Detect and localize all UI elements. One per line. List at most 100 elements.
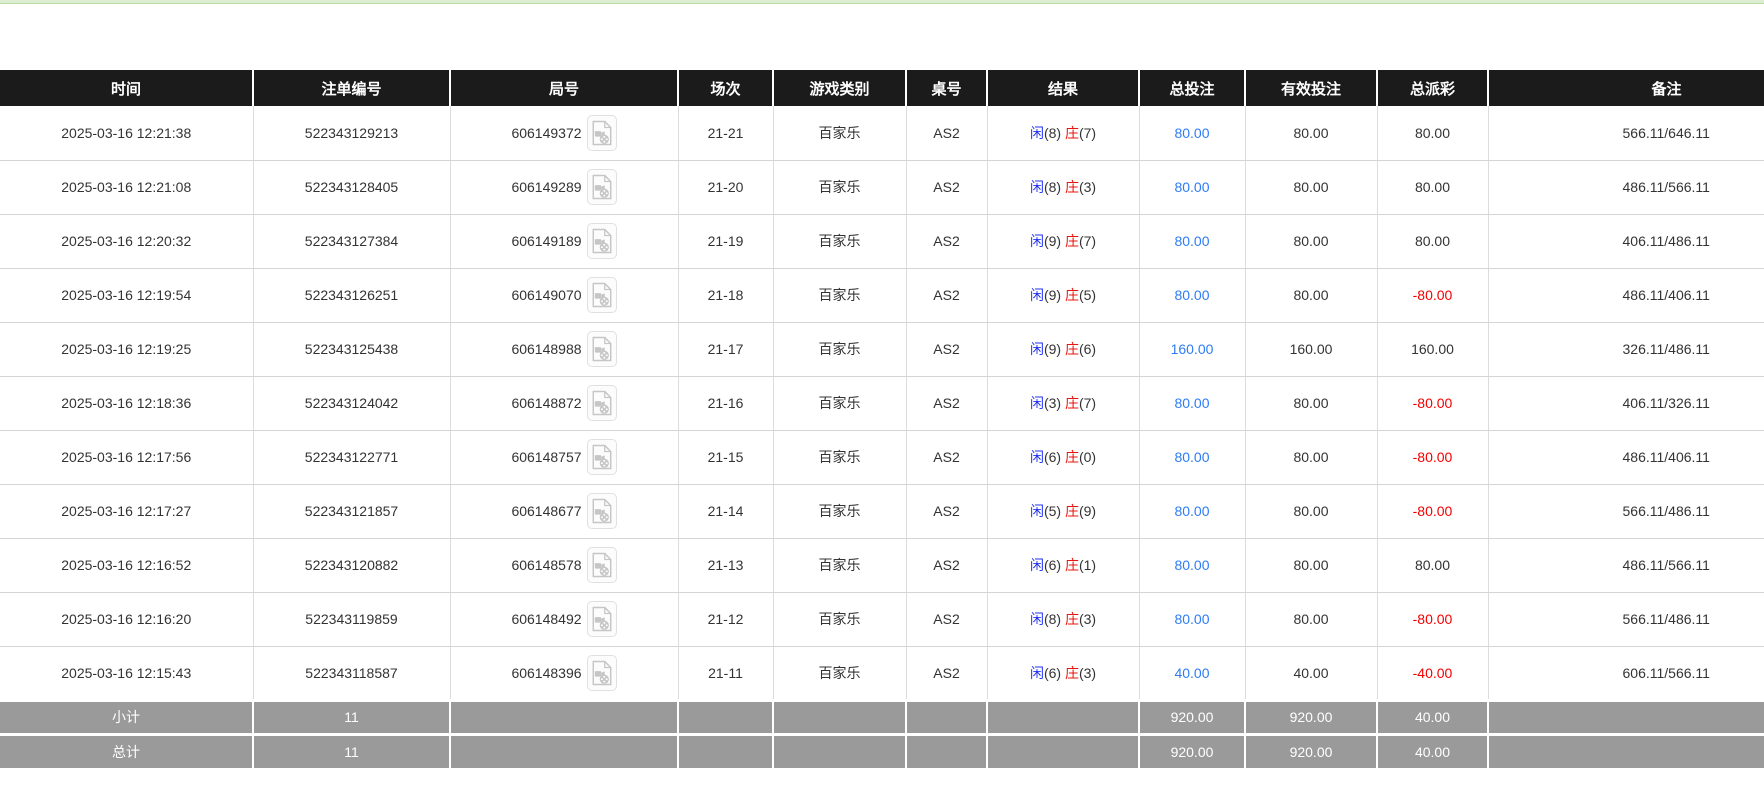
total-bet-cell: 80.00	[1138, 430, 1245, 485]
session-cell: 21-18	[677, 268, 773, 323]
result-player-label: 闲	[1029, 449, 1044, 465]
result-player-label: 闲	[1029, 503, 1044, 519]
bet-number-cell: 522343124042	[252, 376, 450, 431]
result-banker-points: (3)	[1078, 611, 1097, 627]
result-banker-label: 庄	[1064, 611, 1079, 627]
result-player-points: (6)	[1043, 449, 1065, 465]
payout-cell: -80.00	[1376, 268, 1488, 323]
grand-total-total-bet: 920.00	[1138, 732, 1245, 768]
valid-bet-cell: 80.00	[1244, 430, 1377, 485]
session-cell: 21-13	[677, 538, 773, 593]
remark-cell: 406.11/326.11	[1487, 376, 1764, 431]
video-replay-button[interactable]	[586, 547, 617, 583]
result-player-label: 闲	[1029, 664, 1044, 681]
round-number-text: 606149289	[511, 179, 582, 195]
session-cell: 21-16	[677, 376, 773, 431]
result-banker-label: 庄	[1064, 503, 1079, 519]
time-cell: 2025-03-16 12:16:52	[0, 538, 253, 593]
result-player-label: 闲	[1029, 611, 1044, 627]
result-player-points: (5)	[1043, 503, 1065, 519]
bet-number-cell: 522343128405	[252, 160, 450, 215]
col-header-total-bet: 总投注	[1138, 70, 1245, 106]
col-header-game-type: 游戏类别	[772, 70, 906, 106]
valid-bet-cell: 80.00	[1244, 484, 1377, 539]
result-banker-points: (5)	[1078, 287, 1097, 303]
payout-cell: -80.00	[1376, 484, 1488, 539]
video-replay-icon	[592, 552, 611, 578]
total-bet-cell: 80.00	[1138, 484, 1245, 539]
video-replay-icon	[592, 120, 611, 145]
game-type-cell: 百家乐	[772, 538, 906, 593]
round-number-cell: 606149070	[449, 268, 678, 323]
video-replay-button[interactable]	[586, 385, 617, 421]
video-replay-button[interactable]	[586, 114, 617, 151]
round-number-cell: 606148677	[449, 484, 678, 539]
result-player-points: (9)	[1043, 287, 1065, 303]
game-type-cell: 百家乐	[772, 106, 906, 161]
video-replay-icon	[592, 174, 611, 200]
bet-number-cell: 522343127384	[252, 214, 450, 269]
round-number-text: 606148578	[511, 557, 582, 573]
payout-cell: 80.00	[1376, 160, 1488, 215]
result-banker-points: (9)	[1078, 503, 1097, 519]
total-bet-cell: 80.00	[1138, 376, 1245, 431]
result-banker-label: 庄	[1064, 557, 1079, 573]
result-cell: 闲(6) 庄(0)	[986, 430, 1139, 485]
round-number-wrap: 606148872	[511, 385, 617, 421]
remark-cell: 486.11/406.11	[1487, 268, 1764, 323]
result-banker-points: (7)	[1078, 395, 1097, 411]
table-body: 2025-03-16 12:21:38 522343129213 606149372…	[0, 106, 1764, 701]
session-cell: 21-21	[677, 106, 773, 161]
game-type-cell: 百家乐	[772, 214, 906, 269]
game-type-cell: 百家乐	[772, 160, 906, 215]
bet-number-cell: 522343129213	[252, 106, 450, 161]
video-replay-button[interactable]	[586, 277, 617, 313]
subtotal-payout: 40.00	[1376, 698, 1488, 734]
video-replay-button[interactable]	[586, 169, 617, 205]
round-number-cell: 606148757	[449, 430, 678, 485]
table-row: 2025-03-16 12:21:08 522343128405 606149289…	[0, 160, 1764, 215]
total-bet-cell: 80.00	[1138, 106, 1245, 161]
video-replay-button[interactable]	[586, 439, 617, 475]
round-number-cell: 606149189	[449, 214, 678, 269]
result-banker-points: (3)	[1078, 179, 1097, 195]
time-cell: 2025-03-16 12:19:25	[0, 322, 253, 377]
table-header-row: 时间 注单编号 局号 场次 游戏类别 桌号 结果 总投注 有效投注 总派彩 备注	[0, 70, 1764, 106]
result-banker-points: (1)	[1078, 557, 1097, 573]
video-replay-button[interactable]	[586, 493, 617, 529]
col-header-bet-number: 注单编号	[252, 70, 450, 106]
round-number-wrap: 606148492	[511, 601, 617, 637]
col-header-time: 时间	[0, 70, 253, 106]
video-replay-button[interactable]	[586, 331, 617, 367]
result-player-points: (3)	[1043, 395, 1065, 411]
video-replay-button[interactable]	[586, 223, 617, 259]
round-number-cell: 606149289	[449, 160, 678, 215]
game-type-cell: 百家乐	[772, 646, 906, 701]
result-player-points: (8)	[1043, 124, 1065, 141]
round-number-wrap: 606149372	[511, 114, 617, 151]
table-row: 2025-03-16 12:21:38 522343129213 606149372…	[0, 106, 1764, 161]
col-header-round: 局号	[449, 70, 678, 106]
bet-number-cell: 522343126251	[252, 268, 450, 323]
table-number-cell: AS2	[905, 376, 987, 431]
table-row: 2025-03-16 12:16:20 522343119859 606148492…	[0, 592, 1764, 647]
video-replay-button[interactable]	[586, 601, 617, 637]
result-banker-label: 庄	[1064, 179, 1079, 195]
result-cell: 闲(9) 庄(6)	[986, 322, 1139, 377]
round-number-text: 606148677	[511, 503, 582, 519]
result-cell: 闲(3) 庄(7)	[986, 376, 1139, 431]
valid-bet-cell: 80.00	[1244, 538, 1377, 593]
game-type-cell: 百家乐	[772, 376, 906, 431]
subtotal-valid-bet: 920.00	[1244, 698, 1377, 734]
session-cell: 21-19	[677, 214, 773, 269]
result-cell: 闲(8) 庄(3)	[986, 592, 1139, 647]
round-number-text: 606148988	[511, 341, 582, 357]
round-number-text: 606148872	[511, 395, 582, 411]
remark-cell: 566.11/646.11	[1487, 106, 1764, 161]
result-cell: 闲(5) 庄(9)	[986, 484, 1139, 539]
round-number-text: 606149070	[511, 287, 582, 303]
result-banker-label: 庄	[1064, 233, 1079, 249]
col-header-remark: 备注	[1487, 70, 1764, 106]
result-banker-label: 庄	[1064, 449, 1079, 465]
video-replay-button[interactable]	[586, 654, 617, 691]
